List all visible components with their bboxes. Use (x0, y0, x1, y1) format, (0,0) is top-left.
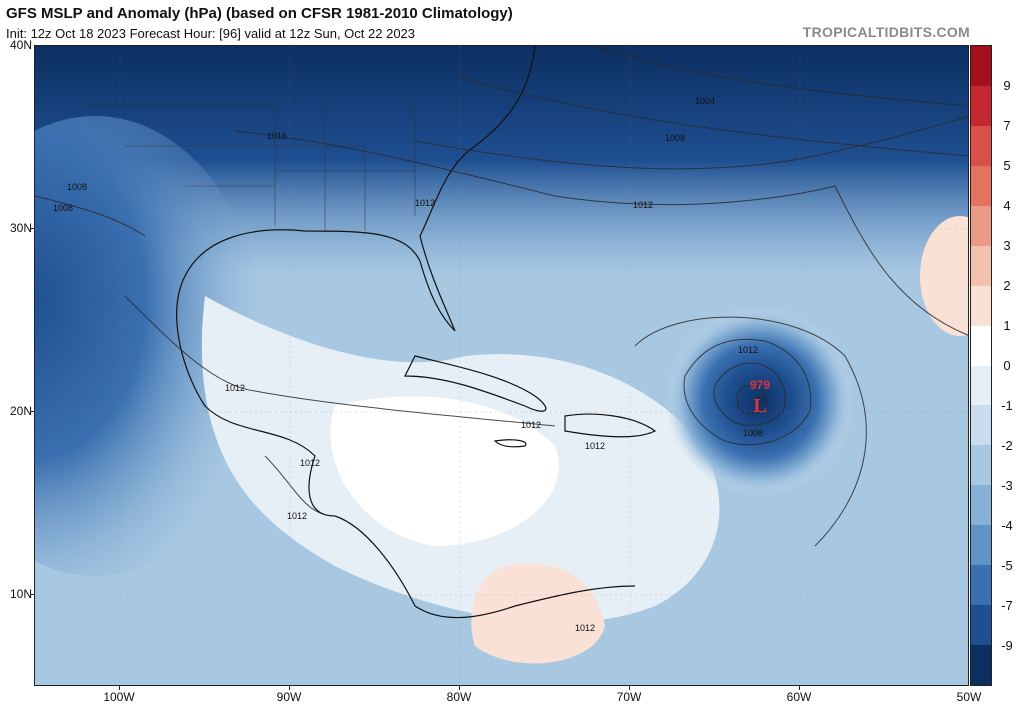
lat-tick (30, 594, 35, 595)
lon-label-80w: 80W (446, 690, 472, 704)
colorbar-segment (971, 485, 991, 526)
colorbar-segment (971, 445, 991, 486)
lon-label-60w: 60W (786, 690, 812, 704)
colorbar-label: -9 (1001, 638, 1013, 653)
colorbar-label: 4 (1003, 198, 1011, 213)
isobar-label-1012-central-america: 1012 (287, 511, 307, 521)
isobar-label-1012-southeast: 1012 (415, 198, 435, 208)
lon-label-50w: 50W (956, 690, 982, 704)
anomaly-colorbar (970, 45, 992, 686)
colorbar-label: 3 (1003, 238, 1011, 253)
isobar-label-1012-storm: 1012 (738, 345, 758, 355)
lon-label-90w: 90W (276, 690, 302, 704)
lat-label-30n: 30N (9, 221, 32, 235)
colorbar-label: -1 (1001, 398, 1013, 413)
lon-tick (459, 686, 460, 690)
caribbean-neutral-area (330, 396, 559, 546)
colorbar-segment (971, 165, 991, 206)
state-borders (85, 105, 416, 231)
colorbar-label: 2 (1003, 278, 1011, 293)
colombia-positive-anomaly (471, 563, 605, 664)
colorbar-label: 9 (1003, 78, 1011, 93)
map-title: GFS MSLP and Anomaly (hPa) (based on CFS… (6, 5, 513, 22)
colorbar-segment (971, 325, 991, 366)
colorbar-label: -5 (1001, 558, 1013, 573)
colorbar-segment (971, 205, 991, 246)
colorbar-segment (971, 85, 991, 126)
colorbar-label: 0 (1003, 358, 1011, 373)
lat-label-40n: 40N (9, 38, 32, 52)
coastlines (176, 46, 657, 619)
isobar-label-1012-hispaniola: 1012 (585, 441, 605, 451)
brand-watermark: TROPICALTIDBITS.COM (802, 24, 970, 40)
lon-label-100w: 100W (103, 690, 135, 704)
isobar-label-1012-yucatan: 1012 (300, 458, 320, 468)
colorbar-segment (971, 46, 991, 86)
colorbar-segment (971, 605, 991, 646)
colorbar-segment (971, 125, 991, 166)
lat-tick (30, 411, 35, 412)
isobar-label-1016: 1016 (267, 131, 287, 141)
colorbar-label: 7 (1003, 118, 1011, 133)
isobar-label-1012-venezuela: 1012 (575, 623, 595, 633)
lon-tick (289, 686, 290, 690)
colorbar-label: -4 (1001, 518, 1013, 533)
lon-label-70w: 70W (616, 690, 642, 704)
colorbar-segment (971, 245, 991, 286)
isobar-label-1008-storm: 1008 (743, 428, 763, 438)
map-subtitle: Init: 12z Oct 18 2023 Forecast Hour: [96… (6, 26, 416, 41)
isobar-label-1004: 1004 (695, 96, 715, 106)
lon-tick (799, 686, 800, 690)
isobar-label-1012-gulf: 1012 (225, 383, 245, 393)
low-pressure-anomaly (665, 306, 855, 496)
colorbar-label: 5 (1003, 158, 1011, 173)
colorbar-segment (971, 405, 991, 446)
lon-tick (629, 686, 630, 690)
colorbar-segment (971, 565, 991, 606)
colorbar-label: -3 (1001, 478, 1013, 493)
east-positive-anomaly (920, 216, 968, 336)
colorbar-segment (971, 525, 991, 566)
isobars (35, 46, 968, 547)
lat-label-10n: 10N (9, 587, 32, 601)
colorbar-segment (971, 365, 991, 406)
colorbar-segment (971, 645, 991, 686)
isobar-label-1008-mexico: 1008 (53, 203, 73, 213)
low-pressure-symbol: L (753, 395, 766, 417)
colorbar-label: -2 (1001, 438, 1013, 453)
lon-tick (119, 686, 120, 690)
isobar-label-1012-atlantic: 1012 (633, 200, 653, 210)
colorbar-label: -7 (1001, 598, 1013, 613)
lat-tick (30, 228, 35, 229)
colorbar-segment (971, 285, 991, 326)
isobar-label-1012-jamaica: 1012 (521, 420, 541, 430)
colorbar-label: 1 (1003, 318, 1011, 333)
low-pressure-value: 979 (750, 378, 770, 392)
isobar-label-1008: 1008 (665, 133, 685, 143)
mexico-negative-anomaly (35, 116, 265, 576)
graticule (35, 46, 968, 685)
pressure-anomaly-map: 1004 1008 1012 1016 1008 1008 1012 1012 … (34, 45, 969, 686)
lat-label-20n: 20N (9, 404, 32, 418)
isobar-label-1008-texas: 1008 (67, 182, 87, 192)
